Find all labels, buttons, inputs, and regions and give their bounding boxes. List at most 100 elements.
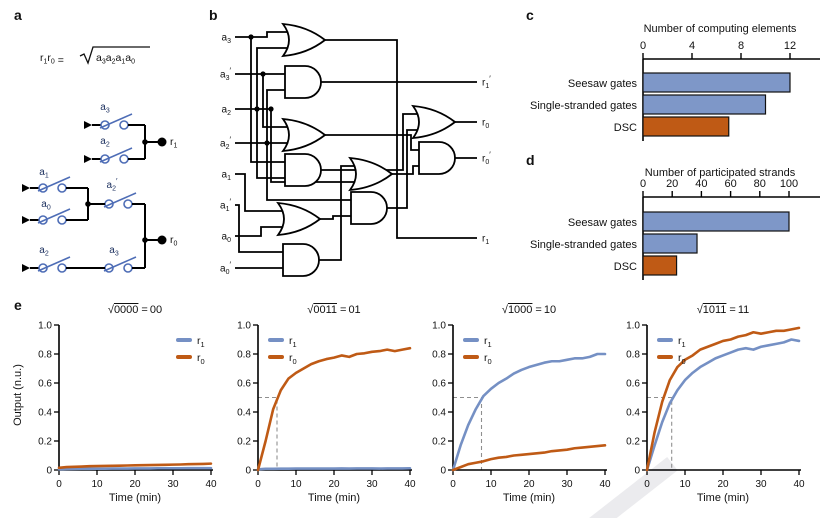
label-base: a	[106, 52, 112, 64]
label-sub: 2	[112, 59, 116, 66]
y-tick-label: 0	[245, 466, 251, 477]
wire	[235, 173, 284, 212]
and-gate	[350, 191, 388, 225]
x-tick-label: 0	[644, 479, 650, 490]
radicand: 0011	[313, 304, 337, 316]
switch-contact	[119, 154, 129, 164]
label-base: a	[109, 245, 115, 256]
output-label: r0	[482, 118, 489, 131]
prime-mark: ′	[489, 151, 491, 160]
panel-b-letter: b	[209, 7, 218, 23]
x-tick-label: 20	[717, 479, 729, 490]
x-tick-label: 30	[561, 479, 573, 490]
switch-arm	[99, 147, 133, 163]
switch: a2	[84, 136, 133, 164]
x-axis-label-e4: Time (min)	[696, 492, 750, 504]
wire	[235, 31, 289, 38]
label-base: a	[100, 102, 106, 113]
label-sub: 1	[227, 175, 231, 182]
switch-arm	[99, 113, 133, 129]
label-base: r	[482, 78, 486, 89]
category-label: DSC	[614, 261, 637, 273]
label-sub: 0	[227, 237, 231, 244]
x-tick-label: 30	[366, 479, 378, 490]
and-gate	[418, 141, 456, 175]
switch-label: a2	[100, 136, 110, 149]
label-base: a	[220, 201, 226, 212]
x-tick-label: 20	[129, 479, 141, 490]
input-label: a1′	[220, 198, 231, 214]
legend-swatch-r0	[268, 355, 284, 359]
bar-dsc	[642, 116, 730, 137]
junction-dot	[142, 237, 148, 243]
or-gate	[276, 201, 322, 237]
sqrt-sign: √	[501, 304, 508, 316]
legend-label-r1: r1	[289, 335, 297, 350]
legend-label-r1: r1	[197, 335, 205, 350]
label-sub: 3	[106, 108, 110, 115]
bar-seesaw-gates	[642, 211, 790, 232]
label-sub: 3	[227, 38, 231, 45]
legend-swatch-r1	[657, 338, 673, 342]
input-label: a3′	[220, 67, 231, 83]
y-tick-label: 0.4	[432, 408, 446, 419]
panel-e-kinetics-plots: 0 10 20 30 40 0 0.2 0.4 0.6 0.8 1.0 0 10 20 30 40 0 0.2 0.…	[38, 321, 805, 491]
and-gate	[284, 153, 322, 187]
series-line-r0	[645, 326, 801, 472]
label-base: r	[40, 52, 44, 64]
y-tick-label: 0.6	[38, 379, 52, 390]
wire	[250, 37, 285, 163]
wire	[266, 143, 351, 201]
category-label: Single-stranded gates	[530, 239, 638, 251]
label-base: a	[220, 139, 226, 150]
tick-label: 0	[640, 178, 646, 190]
bar-dsc	[642, 255, 678, 276]
result-value: 11	[737, 304, 750, 316]
result-value: 01	[348, 304, 361, 316]
output-label-r0: r0	[170, 234, 178, 248]
switch-arm	[103, 256, 137, 272]
x-tick-label: 30	[755, 479, 767, 490]
wire	[235, 204, 283, 253]
label-sub: 1	[121, 59, 125, 66]
label-sub: 1	[44, 59, 48, 66]
tick-label: 100	[780, 178, 798, 190]
input-label: a2′	[220, 136, 231, 152]
junction-dot	[264, 140, 270, 146]
label-base: r	[170, 234, 174, 246]
panel-c-letter: c	[526, 7, 534, 23]
panel-a-letter: a	[14, 7, 22, 23]
x-axis-label-e1: Time (min)	[108, 492, 162, 504]
label-sub: 0	[485, 159, 489, 166]
series-line-r0	[256, 346, 412, 472]
x-tick-label: 20	[523, 479, 535, 490]
label-base: a	[220, 264, 226, 275]
y-tick-label: 0.6	[432, 379, 446, 390]
junction-dot	[248, 34, 254, 40]
tick-label: 4	[689, 40, 695, 52]
legend-swatch-r1	[463, 338, 479, 342]
label-sub: 0	[51, 59, 55, 66]
x-tick-label: 30	[167, 479, 179, 490]
label-base: r	[482, 234, 486, 245]
label-base: r	[482, 118, 486, 129]
switch-label: a0	[41, 199, 51, 212]
switch: a1	[22, 167, 71, 193]
y-tick-label: 0.4	[38, 408, 52, 419]
label-base: a	[96, 52, 102, 64]
label-sub: 2	[112, 186, 116, 193]
legend-swatch-r0	[657, 355, 673, 359]
legend-swatch-r0	[463, 355, 479, 359]
y-tick-label: 0.2	[237, 437, 251, 448]
y-tick-label: 0.6	[237, 379, 251, 390]
x-tick-label: 0	[56, 479, 62, 490]
tick-label: 40	[695, 178, 707, 190]
input-arrow	[22, 184, 30, 192]
x-tick-label: 20	[328, 479, 340, 490]
equals-sign: =	[729, 304, 736, 316]
equals-sign: =	[535, 304, 542, 316]
x-tick-label: 40	[404, 479, 416, 490]
switch-label: a3	[100, 102, 110, 115]
x-tick-label: 0	[255, 479, 261, 490]
